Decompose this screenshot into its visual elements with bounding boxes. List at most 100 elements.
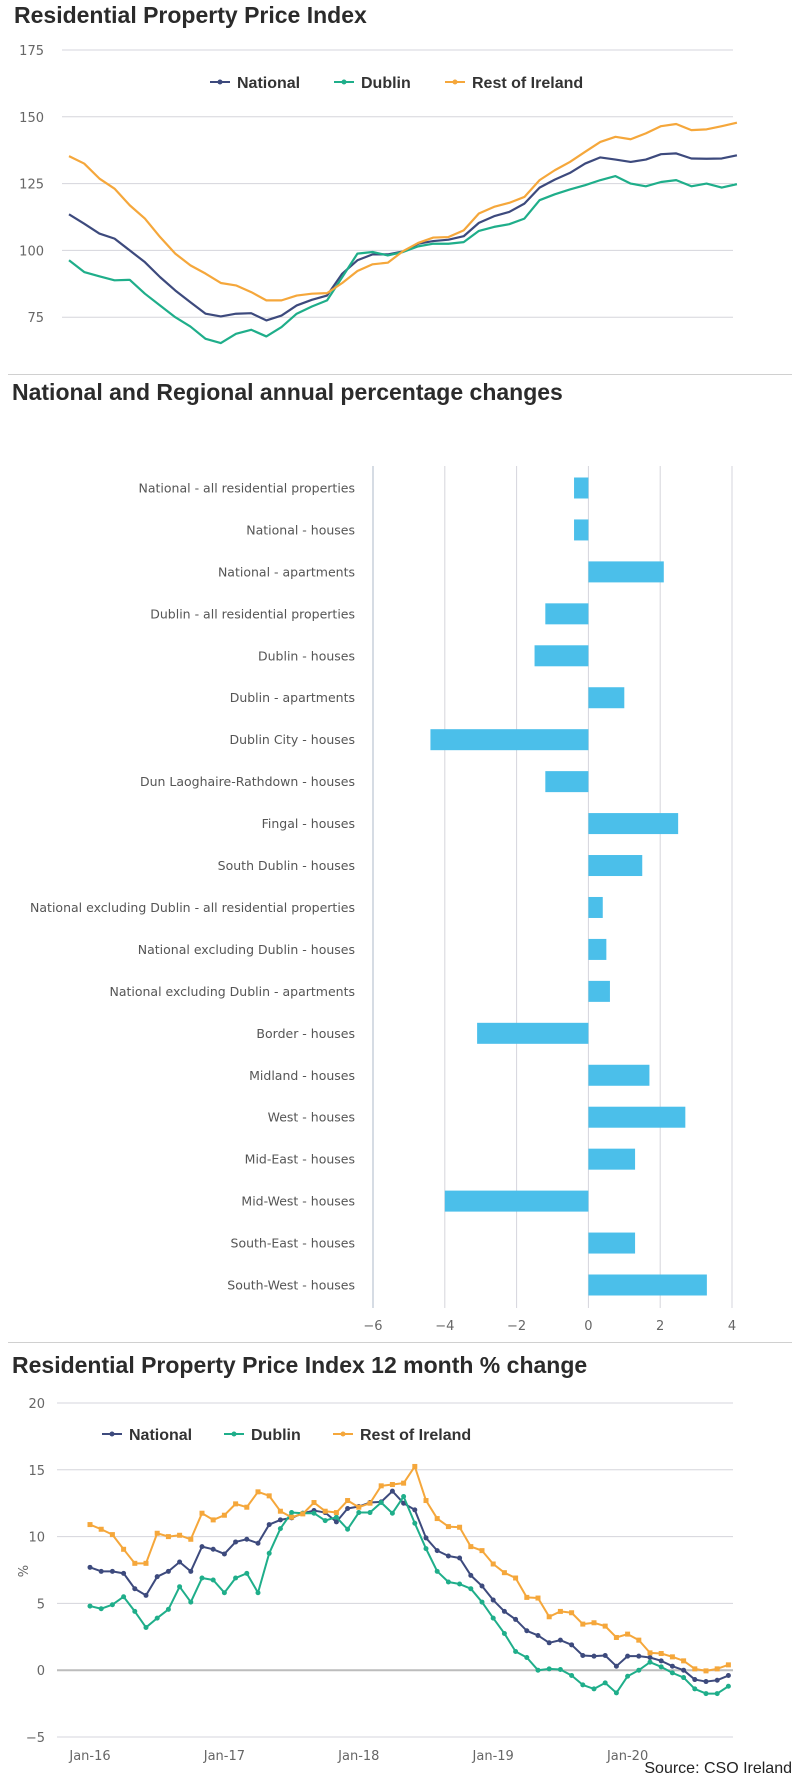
data-point-dublin [378,1500,384,1506]
category-label: Border - houses [256,1026,355,1041]
data-point-national [221,1551,227,1557]
data-point-rest [255,1489,261,1495]
data-point-national [513,1616,519,1622]
data-point-national [457,1555,463,1561]
category-label: National - apartments [218,564,355,579]
data-point-rest [423,1498,429,1504]
bar [545,771,589,793]
bar [545,603,589,625]
data-point-dublin [513,1648,519,1654]
data-point-rest [490,1561,496,1567]
data-point-national [255,1540,261,1546]
legend-marker-rest [340,1431,346,1437]
category-label: Mid-West - houses [241,1194,355,1209]
source-note: Source: CSO Ireland [644,1760,792,1777]
data-point-national [154,1574,160,1580]
data-point-rest [602,1623,608,1629]
data-point-national [121,1570,127,1576]
price-index-line-chart: 1751501251007550Jan-10Jan-11Jan-12Jan-13… [19,44,738,345]
data-point-rest [333,1510,339,1516]
data-point-rest [681,1658,687,1664]
category-label: National excluding Dublin - houses [138,942,355,957]
data-point-national [210,1546,216,1552]
data-point-national [468,1572,474,1578]
data-point-dublin [266,1550,272,1556]
category-label: Fingal - houses [262,816,355,831]
data-point-national [244,1536,250,1542]
data-point-rest [513,1575,519,1581]
data-point-dublin [725,1683,731,1689]
y-tick-label: 10 [28,1531,45,1546]
legend-label-national: National [129,1427,192,1444]
bar [588,687,625,709]
divider [8,1342,792,1343]
data-point-dublin [658,1664,664,1670]
category-label: Dublin - all residential properties [150,606,355,621]
data-point-national [87,1564,93,1570]
annual-change-bar-chart: −6 −4 −2 0 2 4 National - all residential prop… [30,466,736,1334]
data-point-rest [457,1524,463,1530]
y-tick-label: 150 [19,111,44,126]
data-point-dublin [177,1584,183,1590]
category-label: Midland - houses [249,1068,355,1083]
data-point-national [524,1628,530,1634]
category-label: Dublin - apartments [230,690,355,705]
data-point-dublin [479,1599,485,1605]
data-point-rest [401,1480,407,1486]
bar [588,938,607,960]
x-tick-label: Jan-18 [337,1749,379,1764]
data-point-rest [569,1610,575,1616]
legend-label-dublin: Dublin [251,1427,301,1444]
legend-label-national: National [237,75,300,92]
data-point-rest [434,1516,440,1522]
chart1-title: Residential Property Price Index [14,2,367,28]
category-label: Mid-East - houses [245,1152,355,1167]
data-point-dublin [221,1590,227,1596]
bar [430,729,589,751]
data-point-dublin [591,1686,597,1692]
data-point-rest [636,1637,642,1643]
data-point-dublin [345,1526,351,1532]
data-point-rest [154,1530,160,1536]
chart3-title: Residential Property Price Index 12 mont… [12,1352,588,1378]
data-point-national [177,1559,183,1565]
data-point-rest [311,1500,317,1506]
data-point-national [98,1568,104,1574]
data-point-national [165,1568,171,1574]
data-point-dublin [669,1670,675,1676]
x-tick-label: Jan-16 [68,1749,110,1764]
data-point-rest [87,1522,93,1528]
bar [588,896,603,918]
data-point-rest [177,1532,183,1538]
data-point-rest [165,1534,171,1540]
x-tick-label: Jan-17 [203,1749,245,1764]
data-point-dublin [289,1510,295,1516]
category-label: National - houses [246,522,355,537]
data-point-dublin [524,1655,530,1661]
y-tick-label: 100 [19,244,44,259]
data-point-rest [132,1560,138,1566]
data-point-dublin [490,1615,496,1621]
data-point-rest [591,1620,597,1626]
legend-marker-national [217,79,223,85]
data-point-national [580,1653,586,1659]
data-point-national [479,1583,485,1589]
category-label: West - houses [268,1110,355,1125]
legend-label-dublin: Dublin [361,75,411,92]
data-point-rest [647,1650,653,1656]
data-point-national [109,1568,115,1574]
data-point-dublin [356,1510,362,1516]
data-point-dublin [703,1691,709,1697]
data-point-dublin [109,1602,115,1608]
category-label: Dublin City - houses [230,732,356,747]
y-tick-label: 175 [19,44,44,59]
data-point-national [602,1653,608,1659]
y-tick-label: 15 [28,1464,45,1479]
data-point-dublin [154,1615,160,1621]
data-point-rest [109,1532,115,1538]
data-point-national [266,1522,272,1528]
data-point-dublin [210,1577,216,1583]
data-point-dublin [132,1608,138,1614]
bar [588,1148,636,1170]
bar [588,813,679,835]
